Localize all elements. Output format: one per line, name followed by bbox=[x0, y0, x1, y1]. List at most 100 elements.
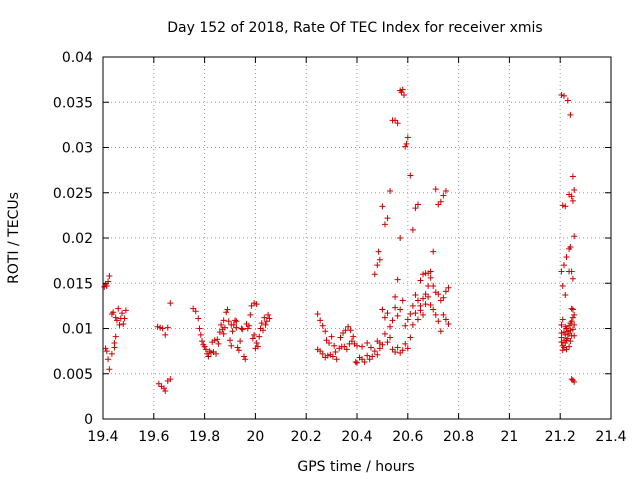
data-point-marker bbox=[319, 350, 326, 357]
data-point-marker bbox=[392, 304, 399, 311]
data-point-marker bbox=[328, 333, 335, 340]
y-tick-label: 0.015 bbox=[53, 276, 93, 292]
data-point-marker bbox=[371, 348, 378, 355]
data-point-marker bbox=[359, 343, 366, 350]
data-point-marker bbox=[364, 352, 371, 359]
data-point-marker bbox=[154, 323, 161, 330]
data-point-marker bbox=[205, 353, 212, 360]
data-point-marker bbox=[422, 291, 429, 298]
data-point-marker bbox=[559, 202, 566, 209]
data-point-marker bbox=[247, 311, 254, 318]
data-point-marker bbox=[571, 311, 578, 318]
data-point-marker bbox=[381, 221, 388, 228]
data-point-marker bbox=[343, 346, 350, 353]
data-point-marker bbox=[427, 274, 434, 281]
data-point-marker bbox=[392, 349, 399, 356]
data-point-marker bbox=[427, 301, 434, 308]
data-point-marker bbox=[119, 310, 126, 317]
data-point-marker bbox=[346, 340, 353, 347]
data-point-marker bbox=[228, 342, 235, 349]
data-point-marker bbox=[225, 318, 232, 325]
data-point-marker bbox=[361, 358, 368, 365]
data-point-marker bbox=[112, 333, 119, 340]
data-point-marker bbox=[333, 356, 340, 363]
data-point-marker bbox=[445, 320, 452, 327]
data-point-marker bbox=[162, 331, 169, 338]
data-point-marker bbox=[571, 321, 578, 328]
data-point-marker bbox=[379, 341, 386, 348]
data-point-marker bbox=[227, 337, 233, 344]
data-point-marker bbox=[233, 324, 240, 331]
data-point-marker bbox=[569, 314, 576, 321]
data-point-marker bbox=[387, 334, 394, 341]
data-point-marker bbox=[566, 268, 573, 275]
data-point-marker bbox=[559, 282, 566, 289]
y-tick-label: 0.025 bbox=[53, 186, 93, 202]
data-point-marker bbox=[215, 340, 222, 347]
data-point-marker bbox=[254, 343, 261, 350]
data-point-marker bbox=[430, 282, 437, 289]
data-point-marker bbox=[265, 311, 272, 318]
data-points bbox=[101, 86, 578, 394]
data-point-marker bbox=[435, 201, 442, 208]
data-point-marker bbox=[375, 248, 382, 255]
data-point-marker bbox=[319, 322, 326, 329]
data-point-marker bbox=[404, 345, 411, 352]
data-point-marker bbox=[397, 235, 404, 241]
data-point-marker bbox=[337, 334, 344, 341]
data-point-marker bbox=[256, 333, 263, 340]
data-point-marker bbox=[314, 311, 321, 318]
data-point-marker bbox=[400, 92, 407, 99]
data-point-marker bbox=[228, 321, 235, 328]
data-point-marker bbox=[387, 323, 394, 330]
data-point-marker bbox=[571, 233, 578, 240]
data-point-marker bbox=[115, 305, 122, 312]
data-point-marker bbox=[374, 262, 381, 269]
data-point-marker bbox=[437, 198, 444, 205]
data-point-marker bbox=[369, 353, 376, 360]
data-point-marker bbox=[233, 318, 240, 325]
data-point-marker bbox=[432, 186, 439, 193]
data-point-marker bbox=[563, 254, 570, 261]
data-point-marker bbox=[374, 351, 381, 358]
data-point-marker bbox=[251, 300, 258, 307]
data-point-marker bbox=[340, 330, 347, 337]
data-point-marker bbox=[442, 288, 449, 295]
data-point-marker bbox=[430, 306, 437, 313]
y-tick-label: 0.03 bbox=[62, 141, 93, 157]
data-point-marker bbox=[566, 191, 573, 198]
data-point-marker bbox=[234, 344, 241, 351]
data-point-marker bbox=[232, 317, 239, 324]
data-point-marker bbox=[317, 317, 324, 324]
x-tick-label: 20.8 bbox=[443, 429, 474, 445]
data-point-marker bbox=[569, 326, 576, 333]
data-point-marker bbox=[564, 335, 571, 342]
data-point-marker bbox=[251, 331, 258, 338]
data-point-marker bbox=[106, 273, 113, 280]
data-point-marker bbox=[568, 318, 575, 325]
data-point-marker bbox=[329, 353, 336, 360]
data-point-marker bbox=[317, 348, 324, 355]
plot-frame bbox=[102, 56, 612, 420]
data-point-marker bbox=[111, 339, 118, 346]
data-point-marker bbox=[561, 329, 568, 336]
x-tick-label: 21.4 bbox=[595, 429, 626, 445]
data-point-marker bbox=[116, 321, 123, 328]
data-point-marker bbox=[331, 342, 338, 349]
data-point-marker bbox=[112, 314, 119, 321]
data-point-marker bbox=[216, 329, 223, 336]
data-point-marker bbox=[567, 327, 574, 334]
data-point-marker bbox=[414, 316, 421, 323]
data-point-marker bbox=[407, 172, 414, 179]
data-point-marker bbox=[196, 325, 203, 332]
data-point-marker bbox=[106, 366, 113, 373]
data-point-marker bbox=[352, 358, 359, 365]
data-point-marker bbox=[207, 349, 214, 356]
data-point-marker bbox=[379, 203, 386, 210]
y-axis-label: ROTI / TECUs bbox=[6, 192, 22, 284]
data-point-marker bbox=[211, 337, 218, 344]
data-point-marker bbox=[562, 339, 569, 346]
data-point-marker bbox=[392, 117, 399, 124]
data-point-marker bbox=[437, 297, 444, 304]
